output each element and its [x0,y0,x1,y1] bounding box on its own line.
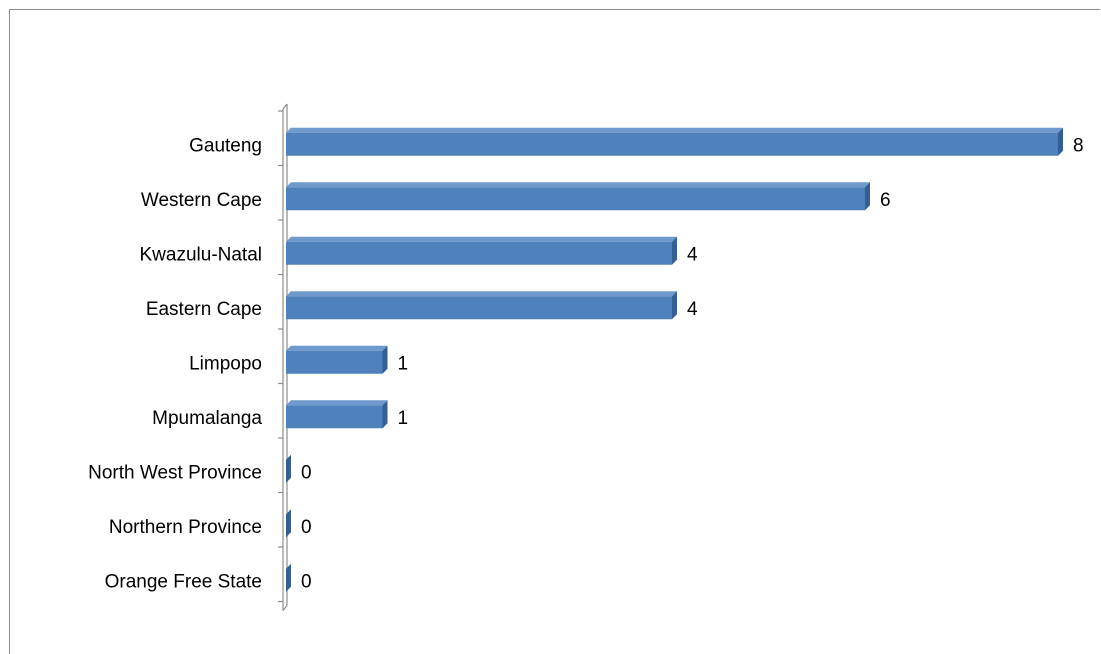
bar-side-face [865,182,870,211]
data-label: 4 [687,299,698,320]
data-label: 0 [301,517,312,538]
bar-side-face [286,509,291,538]
bar [286,182,870,211]
bar [286,291,677,320]
bar [286,236,677,265]
bar-top-face [286,345,388,351]
category-label: Kwazulu-Natal [140,244,263,265]
bar-side-face [286,563,291,592]
bar [286,400,388,429]
data-label: 0 [301,462,312,483]
category-label: Gauteng [189,135,262,156]
data-label: 1 [398,353,409,374]
bar [286,563,291,592]
bar-side-face [672,291,677,320]
bar-front-face [286,405,383,429]
bar-front-face [286,241,672,265]
bar-top-face [286,127,1063,133]
data-label: 8 [1073,135,1084,156]
category-label: Western Cape [141,190,262,211]
bar-front-face [286,187,865,211]
axis-cap-bottom [282,605,288,611]
bar-front-face [286,296,672,320]
data-label: 1 [398,408,409,429]
bar [286,454,291,483]
data-label: 6 [880,190,891,211]
data-label: 4 [687,244,698,265]
category-label: Limpopo [189,353,262,374]
category-axis [278,103,288,611]
category-label: Eastern Cape [146,299,262,320]
bar-side-face [382,345,388,374]
bar-front-face [286,350,383,374]
bar-side-face [286,454,291,483]
category-labels: Gauteng Western Cape Kwazulu-Natal Eastern … [88,135,262,592]
bar-side-face [1058,127,1063,156]
axis-cap-top [282,103,288,110]
bar-side-face [672,236,677,265]
bar-top-face [286,236,677,242]
value-labels: 8 6 4 4 1 1 0 0 0 [301,135,1084,592]
category-label: Orange Free State [105,571,262,592]
bars [286,127,1063,592]
bar-side-face [382,400,388,429]
bar [286,509,291,538]
bar [286,345,388,374]
bar-top-face [286,182,870,188]
data-label: 0 [301,571,312,592]
category-label: Northern Province [109,517,262,538]
bar-top-face [286,400,388,406]
bar-front-face [286,132,1058,156]
bar [286,127,1063,156]
chart-frame [9,9,1100,654]
category-label: Mpumalanga [152,408,262,429]
bar-top-face [286,291,677,297]
category-label: North West Province [88,462,262,483]
